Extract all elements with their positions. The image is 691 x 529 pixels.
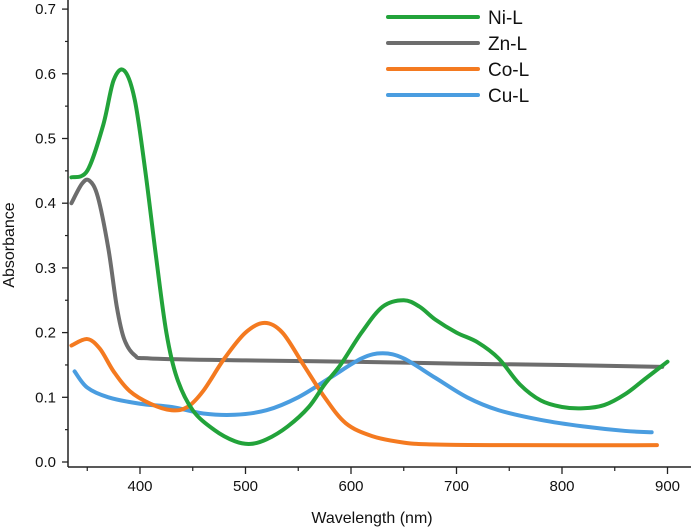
legend: Ni-L Zn-L Co-L Cu-L — [386, 8, 529, 107]
x-tick-label: 800 — [549, 478, 574, 495]
legend-label: Cu-L — [488, 86, 529, 107]
series-line-cu-l — [72, 351, 654, 435]
series-line-co-l — [69, 320, 659, 448]
series-line-zn-l — [69, 177, 665, 369]
series-line-ni-l — [69, 67, 670, 446]
y-tick-label: 0.1 — [35, 389, 56, 406]
axes: 400 500 600 700 800 900 0.0 0.1 0.2 0.3 0.4 0.5 0.6 0… — [35, 0, 691, 495]
y-tick-label: 0.4 — [35, 195, 56, 212]
y-tick-label: 0.0 — [35, 454, 56, 471]
series-lines — [69, 67, 670, 448]
y-axis-label: Absorbance — [1, 202, 18, 287]
x-tick-label: 500 — [233, 478, 258, 495]
x-tick-label: 400 — [127, 478, 152, 495]
legend-label: Ni-L — [488, 8, 523, 29]
x-tick-label: 700 — [444, 478, 469, 495]
y-tick-label: 0.3 — [35, 260, 56, 277]
legend-label: Co-L — [488, 60, 529, 81]
y-tick-label: 0.6 — [35, 66, 56, 83]
x-tick-label: 600 — [338, 478, 363, 495]
legend-label: Zn-L — [488, 34, 527, 55]
y-tick-label: 0.5 — [35, 131, 56, 148]
x-axis-label: Wavelength (nm) — [311, 510, 432, 527]
y-tick-label: 0.7 — [35, 1, 56, 18]
x-tick-label: 900 — [655, 478, 680, 495]
y-tick-label: 0.2 — [35, 325, 56, 342]
